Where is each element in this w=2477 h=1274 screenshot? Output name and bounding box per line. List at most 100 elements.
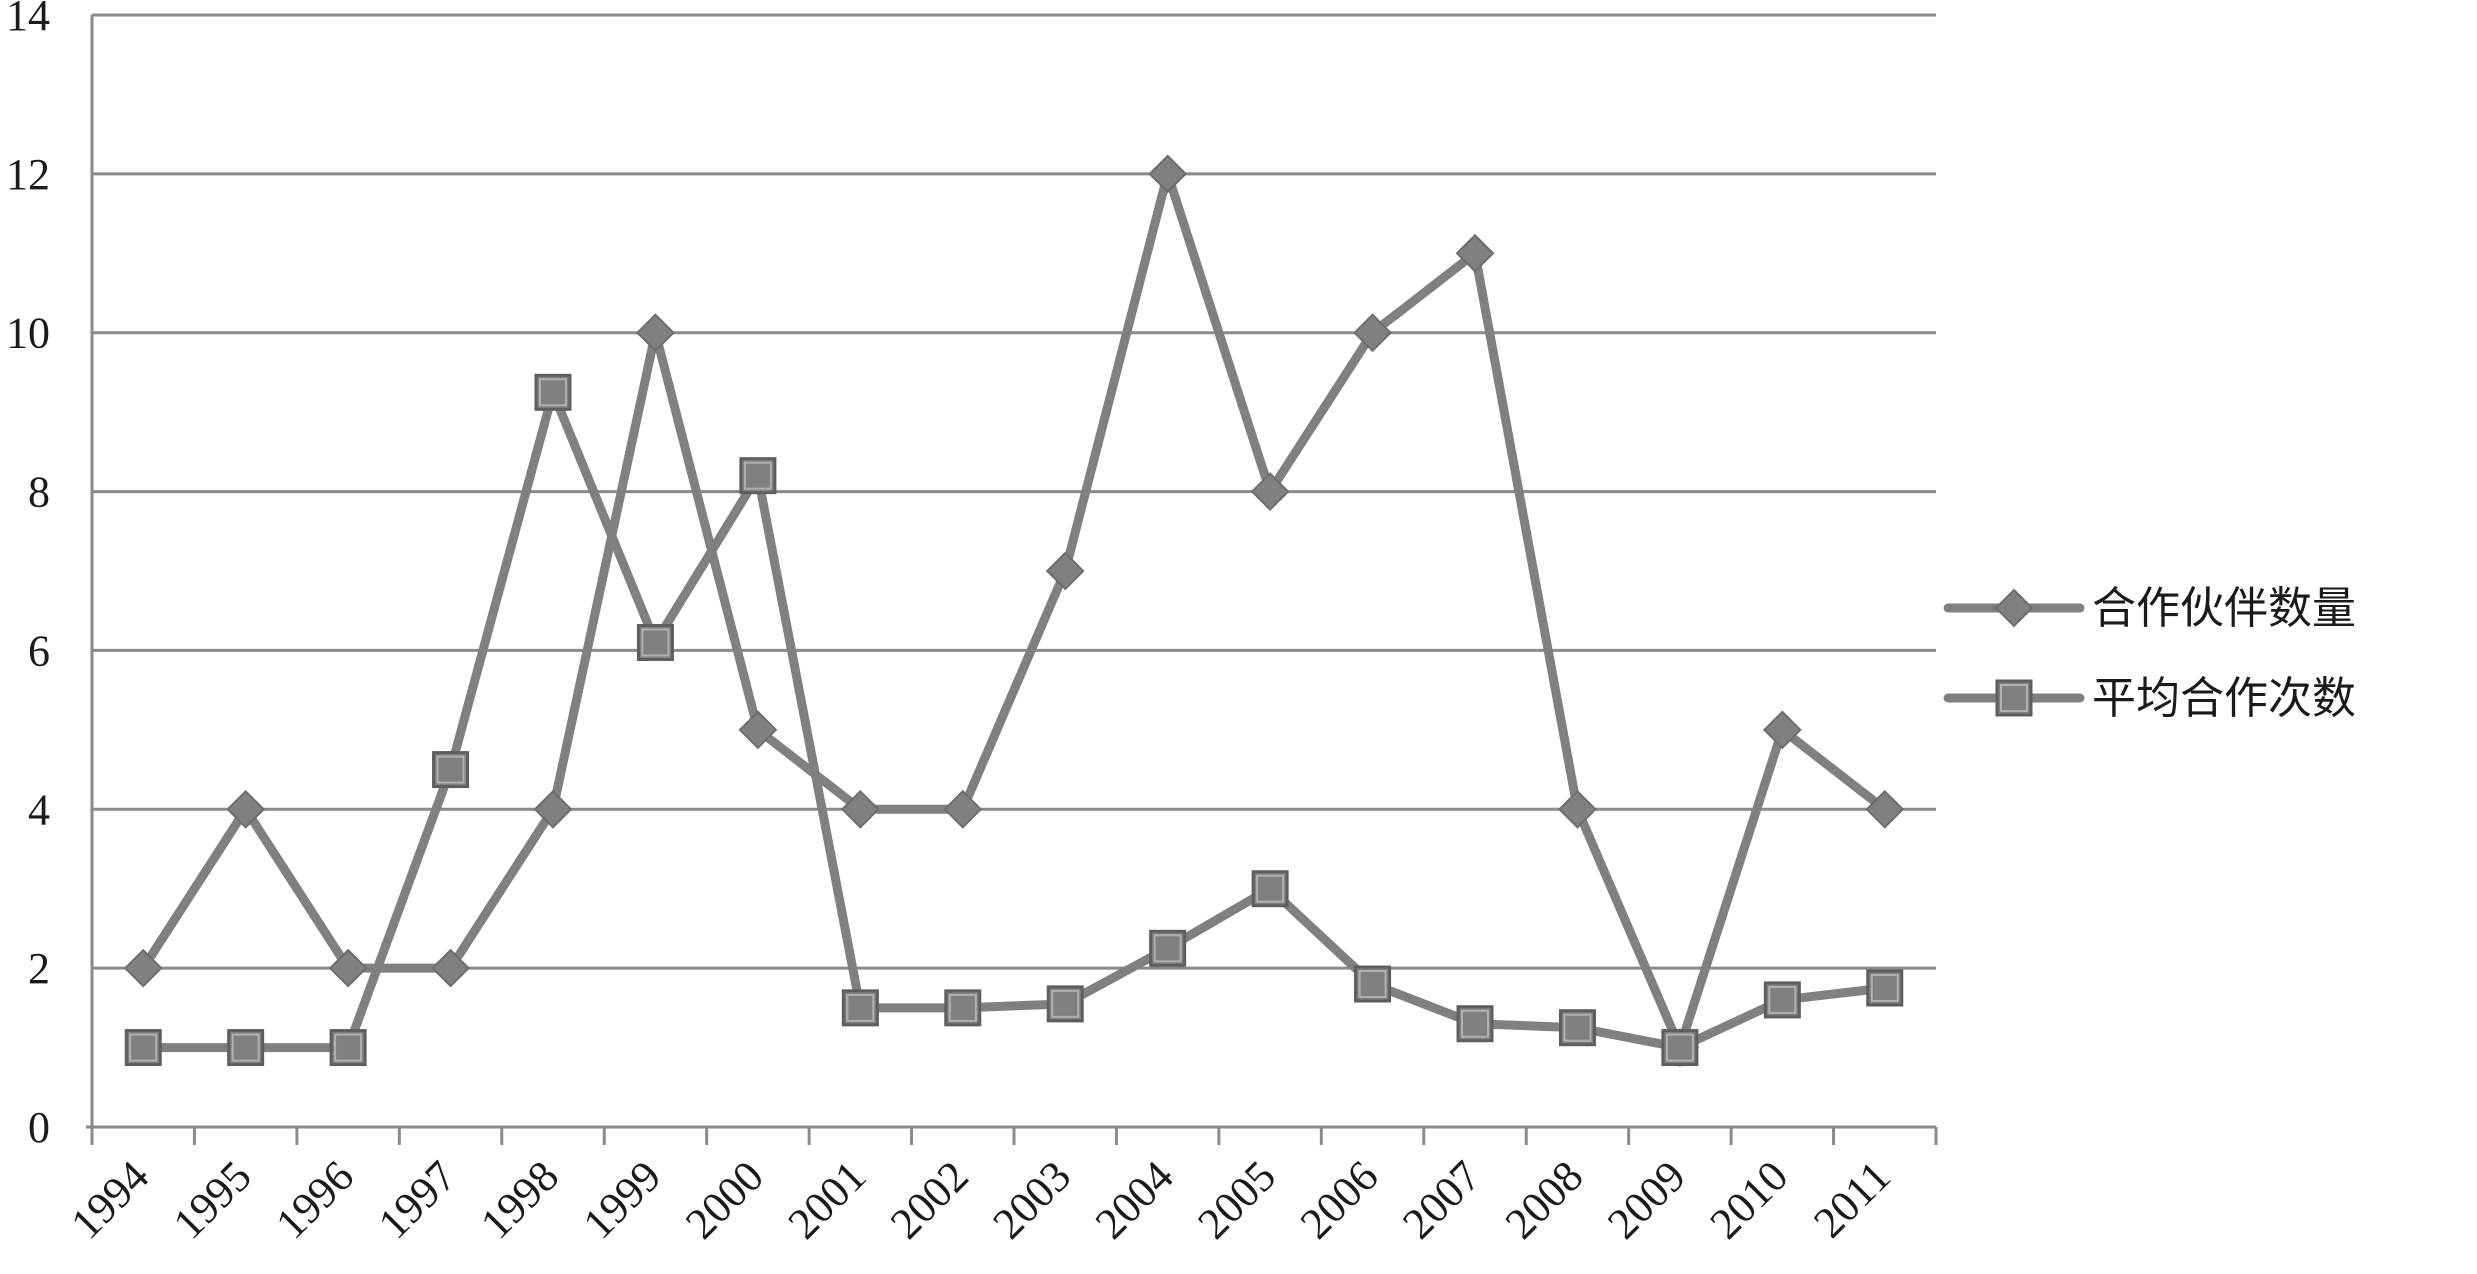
series-2-point-highlight [641, 628, 670, 657]
series-2-point-body [636, 623, 674, 661]
legend-square-marker [1995, 679, 2033, 717]
y-tick-label: 0 [28, 1103, 50, 1152]
series-2-point [1558, 1009, 1596, 1047]
series-2-point-body [329, 1029, 367, 1067]
series-2-point-body [841, 989, 879, 1027]
series-2-point-body [1354, 965, 1392, 1003]
legend-square-marker-body [1995, 679, 2033, 717]
x-tick-label: 2005 [1188, 1151, 1285, 1248]
series-2-point [1456, 1005, 1494, 1043]
series-2-point-highlight [1870, 974, 1899, 1002]
series-2-point [944, 989, 982, 1027]
series-2-point-highlight [1153, 934, 1182, 963]
axes [86, 15, 1938, 1145]
series-1-point [738, 710, 778, 750]
series-2-point [636, 623, 674, 661]
y-tick-label: 14 [6, 0, 50, 40]
series-2-point-body [1046, 985, 1084, 1023]
y-tick-label: 2 [28, 944, 50, 993]
series-2-point-highlight [1358, 970, 1387, 999]
series-2-point-highlight [436, 755, 465, 784]
y-tick-label: 12 [6, 150, 50, 199]
series-2-point [534, 373, 572, 411]
x-tick-label: 1995 [164, 1151, 261, 1248]
series-line-1 [138, 169, 1890, 1053]
series-2-point-highlight [1768, 985, 1797, 1014]
x-tick-label: 2004 [1086, 1151, 1183, 1248]
x-tick-label: 2006 [1291, 1151, 1388, 1248]
series-1-point [533, 789, 573, 829]
x-tick-label: 1994 [61, 1151, 158, 1248]
series-2-point-body [944, 989, 982, 1027]
series-2-point-body [534, 373, 572, 411]
y-tick-label: 4 [28, 785, 50, 834]
series-1-point [1148, 154, 1188, 194]
series-markers [123, 154, 1905, 1067]
x-tick-label: 2000 [676, 1151, 773, 1248]
series-1-point [1353, 313, 1392, 353]
series-2-point [1866, 969, 1904, 1007]
series-2-point [1149, 929, 1187, 967]
series-2-point-highlight [334, 1033, 363, 1062]
series-1-point [123, 948, 163, 988]
series-1-point [1762, 710, 1802, 750]
series-lines [138, 169, 1890, 1053]
series-2-point-body [1763, 981, 1801, 1019]
y-tick-label: 8 [28, 468, 50, 517]
series-2-point-body [1866, 969, 1904, 1007]
series-2-point-highlight [231, 1033, 260, 1062]
series-1-point [328, 948, 368, 988]
x-tick-label: 2007 [1393, 1151, 1490, 1248]
series-1-point [1250, 472, 1290, 511]
series-1-point [431, 948, 470, 988]
x-tick-label: 2001 [779, 1151, 876, 1248]
legend-label: 合作伙伴数量 [2092, 583, 2356, 634]
series-2-point [1763, 981, 1801, 1019]
series-2-point [329, 1029, 367, 1067]
series-1-point [943, 789, 983, 829]
gridlines [92, 13, 1936, 970]
series-2-point-body [1456, 1005, 1494, 1043]
x-tick-label: 2008 [1496, 1151, 1593, 1248]
x-tick-label: 1996 [266, 1151, 363, 1248]
series-2-point-highlight [539, 378, 567, 407]
series-2-point-highlight [846, 993, 875, 1022]
series-1-point [1455, 233, 1495, 273]
x-tick-label: 1999 [574, 1151, 671, 1248]
y-tick-label: 6 [28, 626, 50, 675]
series-1-point [1865, 789, 1905, 829]
x-tick-label: 2011 [1804, 1151, 1900, 1247]
series-2-point-highlight [1256, 874, 1285, 903]
series-1-point [840, 789, 880, 829]
series-2-point-highlight [1461, 1009, 1489, 1038]
series-2-point-highlight [948, 993, 977, 1022]
y-tick-label: 10 [6, 309, 50, 358]
x-tick-label: 2002 [881, 1151, 978, 1248]
x-tick-label: 2009 [1598, 1151, 1695, 1248]
series-2-point-body [1558, 1009, 1596, 1047]
series-2-point [432, 751, 470, 789]
legend-item-1: 合作伙伴数量 [1943, 583, 2356, 634]
series-2-point-body [739, 457, 777, 495]
y-tick-labels: 0 2 4 6 8 10 12 14 [6, 0, 50, 1152]
series-2-point-body [124, 1029, 162, 1067]
series-2-point [124, 1029, 162, 1067]
series-2-point [1251, 870, 1289, 908]
series-2-point [1046, 985, 1084, 1023]
series-2-point-highlight [129, 1033, 158, 1062]
series-1-point [1045, 551, 1085, 591]
series-2-point-highlight [1563, 1013, 1592, 1042]
legend-item-2: 平均合作次数 [1943, 673, 2356, 724]
series-2-point-highlight [1665, 1033, 1694, 1062]
series-2-point-body [432, 751, 470, 789]
x-tick-label: 1998 [471, 1151, 568, 1248]
x-tick-label: 2003 [983, 1151, 1080, 1248]
series-2-point [739, 457, 777, 495]
series-2-point-highlight [1051, 989, 1080, 1018]
legend-square-marker-highlight [2000, 684, 2028, 712]
x-tick-labels: 1994 1995 1996 1997 1998 1999 2000 2001 2002 2003… [61, 1151, 1899, 1248]
series-2-point [227, 1029, 265, 1067]
